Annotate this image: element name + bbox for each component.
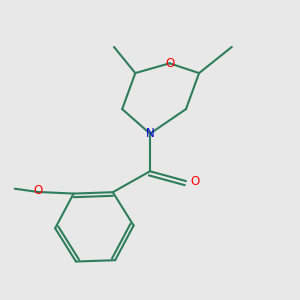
Text: O: O	[165, 57, 174, 70]
Text: O: O	[190, 175, 200, 188]
Text: O: O	[34, 184, 43, 197]
Text: N: N	[146, 127, 154, 140]
